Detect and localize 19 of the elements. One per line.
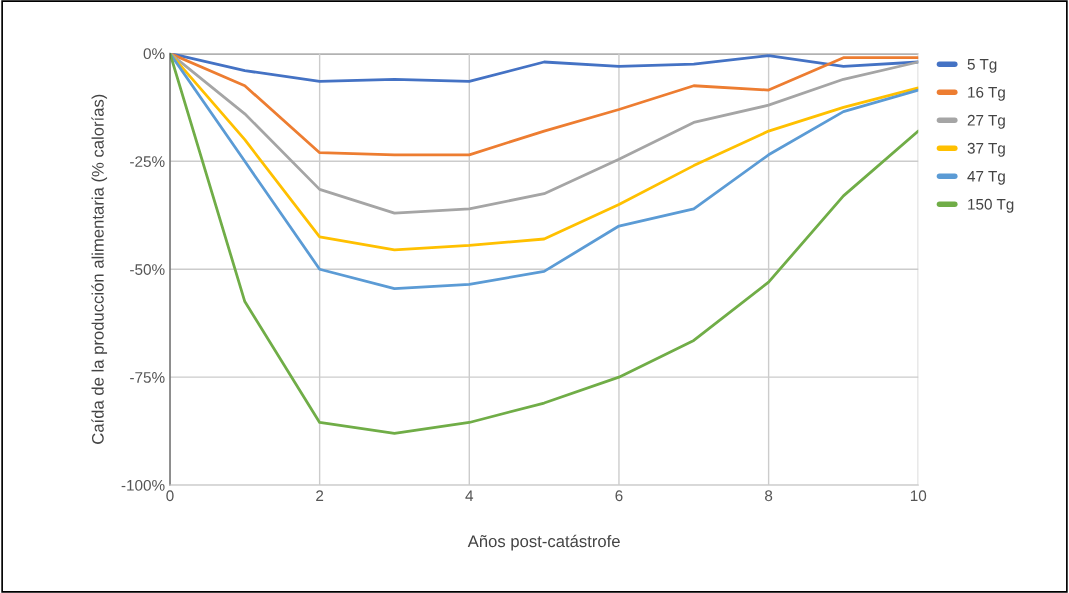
y-tick-label: -75% xyxy=(130,372,165,383)
y-axis-title: Caída de la producción alimentaria (% calorías) xyxy=(91,94,108,444)
y-tick-label: -50% xyxy=(130,264,165,275)
x-tick-label: 6 xyxy=(615,490,623,502)
y-tick-label: 0% xyxy=(143,48,165,60)
x-tick-label: 4 xyxy=(465,490,474,502)
legend-label: 150 Tg xyxy=(968,198,1014,213)
legend-label: 37 Tg xyxy=(967,142,1005,157)
x-tick-label: 2 xyxy=(316,490,324,502)
x-tick-label: 8 xyxy=(765,490,773,502)
legend-label: 16 Tg xyxy=(968,86,1005,101)
legend-label: 27 Tg xyxy=(967,114,1005,129)
y-tick-label: -25% xyxy=(130,156,165,167)
y-tick-label: -100% xyxy=(121,479,165,491)
legend-label: 5 Tg xyxy=(967,59,997,73)
x-axis-title: Años post-catástrofe xyxy=(467,534,620,551)
x-tick-label: 10 xyxy=(910,490,927,502)
legend-label: 47 Tg xyxy=(967,171,1005,185)
x-tick-label: 0 xyxy=(166,490,174,502)
